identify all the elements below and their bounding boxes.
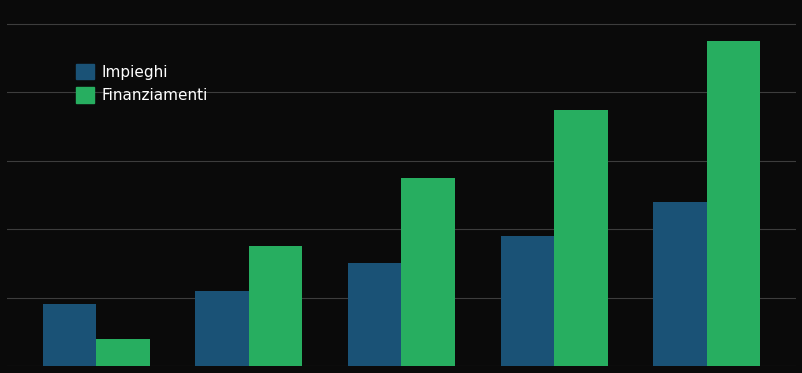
Bar bbox=[43, 304, 96, 366]
Bar bbox=[500, 236, 553, 366]
Bar bbox=[195, 291, 249, 366]
Bar bbox=[401, 178, 455, 366]
Bar bbox=[96, 339, 149, 366]
Bar bbox=[347, 263, 401, 366]
Bar bbox=[653, 202, 706, 366]
Legend: Impieghi, Finanziamenti: Impieghi, Finanziamenti bbox=[70, 58, 214, 110]
Bar bbox=[249, 246, 302, 366]
Bar bbox=[553, 110, 607, 366]
Bar bbox=[706, 41, 759, 366]
